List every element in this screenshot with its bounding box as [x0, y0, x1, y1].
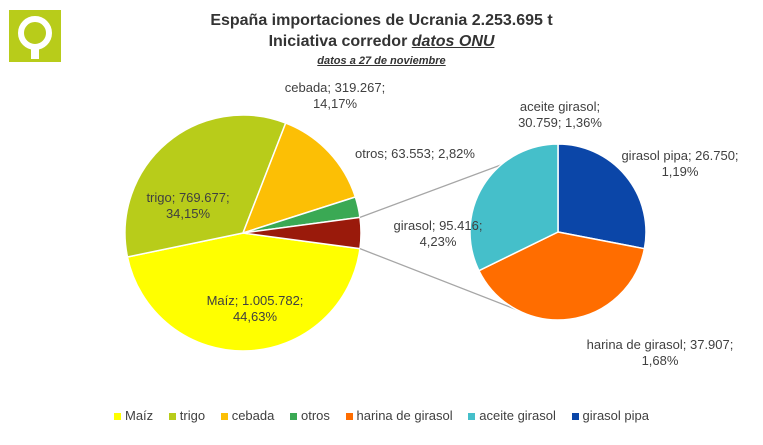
data-label-trigo: trigo; 769.677; 34,15% [123, 190, 253, 222]
data-label-line: cebada; 319.267; [284, 80, 386, 95]
data-label-line: 14,17% [312, 96, 358, 111]
pie-slice-maiz [126, 232, 361, 352]
data-label-line: 34,15% [165, 206, 211, 221]
legend-label: otros [300, 408, 330, 423]
data-label-girasol: girasol; 95.416; 4,23% [378, 218, 498, 250]
data-label-cebada: cebada; 319.267; 14,17% [270, 80, 400, 112]
legend-item-harina-de-girasol: harina de girasol [345, 408, 453, 423]
logo-icon [18, 16, 52, 59]
connector-line-bottom [359, 248, 521, 312]
legend-label: girasol pipa [582, 408, 650, 423]
brand-logo [9, 10, 61, 62]
chart-title-prefix: Iniciativa corredor [268, 33, 412, 50]
pie-slice-harina-de-girasol [477, 231, 646, 321]
legend-label: Maíz [124, 408, 154, 423]
data-label-line: harina de girasol; 37.907; [586, 337, 734, 352]
data-label-maiz: Maíz; 1.005.782; 44,63% [185, 293, 325, 325]
pie-slice-aceite-girasol [469, 143, 559, 272]
data-label-line: aceite girasol; [519, 99, 601, 114]
pie-slice-trigo [124, 114, 287, 258]
legend-swatch [113, 413, 121, 421]
legend-item-aceite-girasol: aceite girasol [468, 408, 556, 423]
data-label-aceite-girasol: aceite girasol; 30.759; 1,36% [495, 99, 625, 131]
secondary-pie [469, 143, 647, 321]
legend-swatch [571, 413, 579, 421]
legend-swatch [220, 413, 228, 421]
legend-swatch [345, 413, 353, 421]
data-label-girasol-pipa: girasol pipa; 26.750; 1,19% [605, 148, 755, 180]
chart-title: España importaciones de Ucrania 2.253.69… [210, 12, 553, 29]
data-label-line: girasol pipa; 26.750; [621, 148, 739, 163]
legend-item-cebada: cebada [220, 408, 275, 423]
data-label-line: girasol; 95.416; [393, 218, 483, 233]
legend-item-girasol-pipa: girasol pipa [571, 408, 650, 423]
main-pie [124, 114, 362, 352]
chart-subtitle: datos a 27 de noviembre [317, 55, 446, 67]
pie-slice-girasol [242, 216, 362, 250]
data-label-line: trigo; 769.677; [146, 190, 230, 205]
chart-title-link: datos ONU [411, 33, 495, 50]
legend-item-trigo: trigo [168, 408, 206, 423]
legend-label: aceite girasol [479, 408, 556, 423]
legend-item-otros: otros [289, 408, 330, 423]
legend-swatch [168, 413, 176, 421]
data-label-otros: otros; 63.553; 2,82% [355, 146, 485, 162]
data-label-line: 1,68% [641, 353, 679, 368]
data-label-line: Maíz; 1.005.782; [206, 293, 304, 308]
legend-item-maiz: Maíz [113, 408, 154, 423]
data-label-harina-de-girasol: harina de girasol; 37.907; 1,68% [570, 337, 750, 369]
data-label-line: 4,23% [419, 234, 457, 249]
chart-title-line2: Iniciativa corredor datos ONU [0, 33, 763, 51]
legend-swatch [289, 413, 297, 421]
legend-swatch [468, 413, 476, 421]
data-label-line: 30.759; 1,36% [518, 115, 602, 130]
legend-label: trigo [179, 408, 206, 423]
legend-label: cebada [231, 408, 275, 423]
legend: Maíz trigo cebada otros harina de giraso… [0, 408, 763, 423]
data-label-line: 1,19% [661, 164, 699, 179]
data-label-line: otros; 63.553; 2,82% [355, 146, 475, 161]
pie-slice-girasol-pipa [557, 143, 647, 250]
legend-label: harina de girasol [356, 408, 453, 423]
data-label-line: 44,63% [232, 309, 278, 324]
